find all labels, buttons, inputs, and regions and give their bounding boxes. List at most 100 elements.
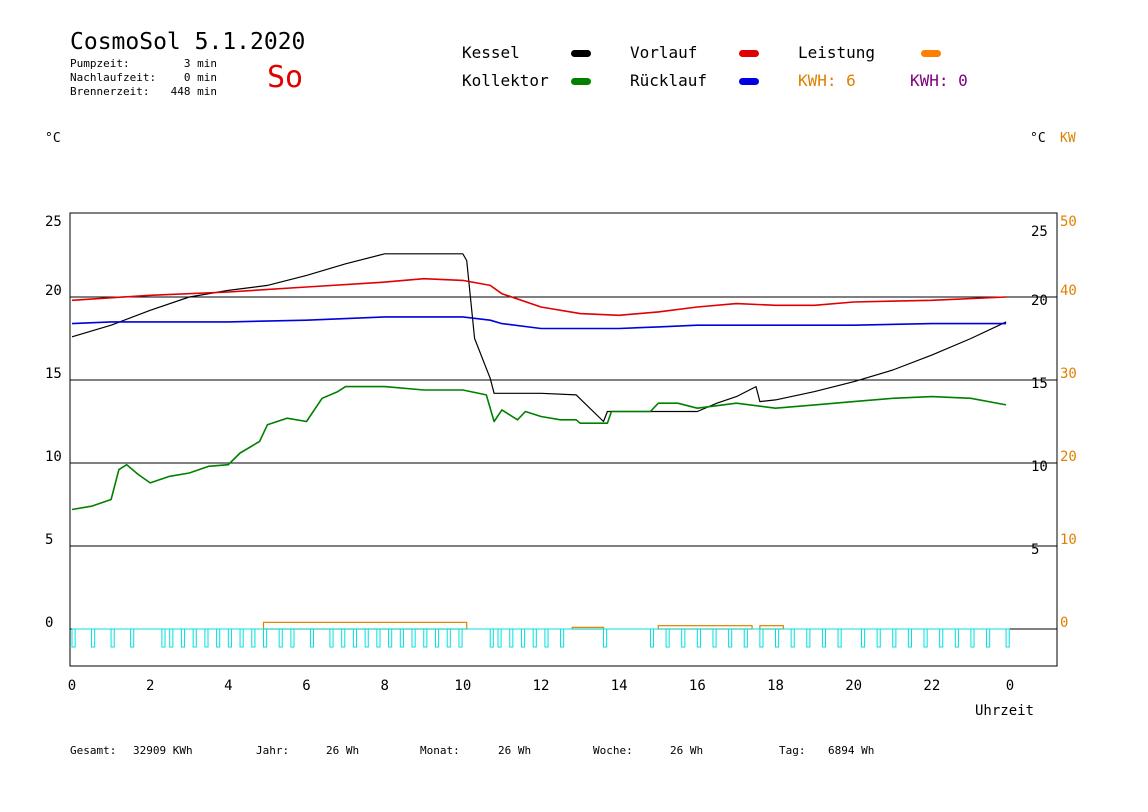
pump-pulse bbox=[532, 628, 537, 648]
pump-pulse bbox=[399, 628, 404, 648]
footer-tag-label: Tag: bbox=[779, 744, 806, 757]
legend-kollektor-swatch bbox=[571, 78, 591, 85]
pump-pulse bbox=[970, 628, 975, 648]
y-tick-right-c: 5 bbox=[1031, 542, 1039, 558]
pump-pulse bbox=[665, 628, 670, 648]
pump-pulse bbox=[110, 628, 115, 648]
pump-pulse bbox=[411, 628, 416, 648]
x-tick-label: 0 bbox=[68, 678, 76, 694]
pump-pulse bbox=[341, 628, 346, 648]
pump-pulse bbox=[227, 628, 232, 648]
pump-pulse bbox=[681, 628, 686, 648]
pump-pulse bbox=[775, 628, 780, 648]
pump-pulse bbox=[790, 628, 795, 648]
legend-ruecklauf-swatch bbox=[739, 78, 759, 85]
footer-tag-value: 6894 Wh bbox=[828, 744, 875, 757]
pump-pulse bbox=[603, 628, 608, 648]
brennerzeit-value: 448 min bbox=[170, 85, 217, 98]
pump-pulse bbox=[204, 628, 209, 648]
pump-pulse bbox=[290, 628, 295, 648]
pump-pulse bbox=[1005, 628, 1010, 648]
pump-pulse bbox=[352, 628, 358, 648]
pump-pulse bbox=[263, 628, 268, 648]
left-unit-label: °C bbox=[45, 131, 61, 146]
legend-kessel-swatch bbox=[571, 50, 591, 57]
pump-pulse bbox=[388, 628, 393, 648]
pump-pulse bbox=[497, 628, 502, 648]
leistung-bar bbox=[262, 621, 468, 630]
pump-pulse bbox=[91, 628, 96, 648]
legend-vorlauf: Vorlauf bbox=[630, 43, 698, 62]
legend-kollektor: Kollektor bbox=[462, 71, 549, 90]
y-tick-left: 5 bbox=[45, 532, 53, 548]
pump-pulse bbox=[458, 628, 463, 648]
legend-kwh-1: KWH: 6 bbox=[798, 71, 856, 90]
footer-jahr-label: Jahr: bbox=[256, 744, 290, 757]
pump-pulse bbox=[907, 628, 913, 648]
y-tick-right-kw: 20 bbox=[1060, 449, 1077, 465]
pumpzeit-label: Pumpzeit: bbox=[70, 57, 130, 70]
pump-pulse bbox=[376, 628, 381, 648]
legend-ruecklauf: Rücklauf bbox=[630, 71, 708, 90]
x-tick-label: 18 bbox=[767, 678, 784, 694]
y-tick-right-c: 10 bbox=[1031, 459, 1048, 475]
pump-pulse bbox=[939, 628, 944, 648]
legend-leistung-swatch bbox=[921, 50, 941, 57]
pump-pulse bbox=[329, 628, 334, 648]
pump-pulse bbox=[876, 628, 881, 648]
plot-frame bbox=[69, 212, 1058, 667]
x-tick-label: 12 bbox=[533, 678, 550, 694]
pumpzeit-value: 3 min bbox=[183, 57, 217, 70]
pump-pulse bbox=[696, 628, 701, 648]
pump-pulse bbox=[71, 628, 76, 648]
footer-jahr-value: 26 Wh bbox=[326, 744, 360, 757]
footer-monat-value: 26 Wh bbox=[498, 744, 532, 757]
pump-pulse bbox=[446, 628, 451, 648]
pump-pulse bbox=[728, 628, 733, 648]
pump-pulse bbox=[860, 628, 866, 648]
series-rcklauf bbox=[71, 316, 1007, 330]
x-tick-label: 14 bbox=[611, 678, 628, 694]
pump-pulse bbox=[520, 628, 526, 648]
y-tick-right-kw: 10 bbox=[1060, 532, 1077, 548]
pump-pulse bbox=[180, 628, 186, 648]
legend-kessel: Kessel bbox=[462, 43, 520, 62]
pump-pulse bbox=[309, 628, 315, 648]
pump-pulse bbox=[169, 628, 174, 648]
pump-pulse bbox=[649, 628, 655, 648]
y-tick-right-kw: 30 bbox=[1060, 366, 1077, 382]
chart-title: CosmoSol 5.1.2020 bbox=[70, 29, 306, 55]
footer-gesamt-label: Gesamt: bbox=[70, 744, 117, 757]
series-kollektor bbox=[71, 385, 1007, 511]
y-tick-right-c: 20 bbox=[1031, 293, 1048, 309]
y-tick-right-c: 15 bbox=[1031, 376, 1048, 392]
pump-pulse bbox=[837, 628, 842, 648]
x-tick-label: 2 bbox=[146, 678, 154, 694]
pump-pulse bbox=[278, 628, 283, 648]
y-tick-left: 20 bbox=[45, 283, 62, 299]
legend-leistung: Leistung bbox=[798, 43, 876, 62]
nachlaufzeit-label: Nachlaufzeit: bbox=[70, 71, 157, 84]
x-tick-label: 16 bbox=[689, 678, 706, 694]
weekday-label: So bbox=[267, 60, 304, 95]
y-tick-right-kw: 0 bbox=[1060, 615, 1068, 631]
x-tick-label: 20 bbox=[845, 678, 862, 694]
pump-pulse bbox=[216, 628, 221, 648]
pump-pulse bbox=[161, 628, 166, 648]
brennerzeit-label: Brennerzeit: bbox=[70, 85, 150, 98]
x-tick-label: 4 bbox=[224, 678, 232, 694]
y-tick-left: 15 bbox=[45, 366, 62, 382]
pump-pulse bbox=[560, 628, 565, 648]
pump-pulse bbox=[821, 628, 827, 648]
pump-pulse bbox=[489, 628, 494, 648]
right-unit-label-c: °C bbox=[1030, 131, 1046, 146]
right-unit-label-kw: KW bbox=[1060, 131, 1076, 146]
x-tick-label: 22 bbox=[923, 678, 940, 694]
footer-gesamt-value: 32909 KWh bbox=[133, 744, 193, 757]
pump-pulse bbox=[239, 628, 244, 648]
pump-pulse bbox=[364, 628, 369, 648]
series-vorlauf bbox=[71, 277, 1007, 317]
x-tick-label: 6 bbox=[302, 678, 310, 694]
nachlaufzeit-value: 0 min bbox=[183, 71, 217, 84]
x-tick-label: 10 bbox=[454, 678, 471, 694]
